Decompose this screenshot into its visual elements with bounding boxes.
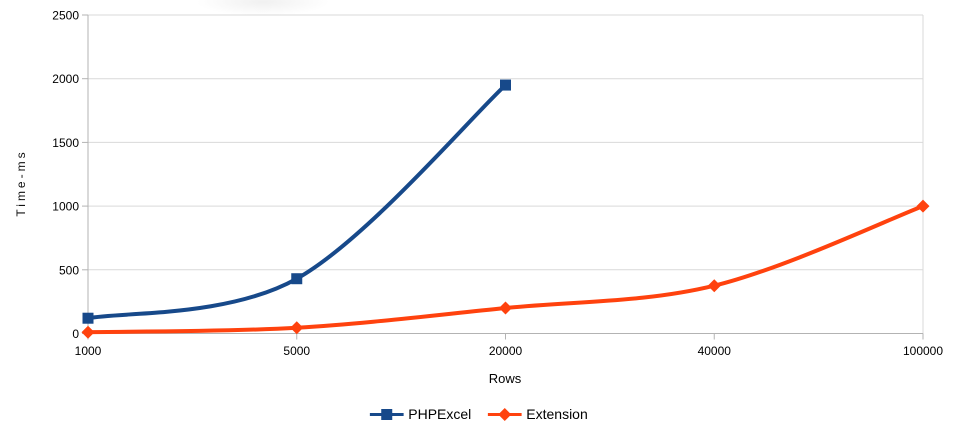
screenshot-smudge-artifact (196, 0, 330, 16)
data-point-marker-square (380, 408, 392, 420)
y-tick-label: 500 (59, 263, 79, 277)
data-point-marker-square (82, 312, 94, 324)
y-tick-label: 1000 (52, 200, 79, 214)
data-point-marker-square (291, 273, 303, 285)
x-tick-label: 40000 (698, 344, 732, 358)
legend-item-extension: Extension (487, 406, 588, 422)
legend-item-phpexcel: PHPExcel (369, 406, 471, 422)
legend-label: PHPExcel (408, 406, 472, 422)
data-point-marker-diamond (707, 279, 721, 293)
legend-swatch-diamond-icon (487, 407, 522, 421)
y-tick-label: 0 (72, 327, 79, 341)
y-tick-label: 1500 (52, 136, 79, 150)
data-point-marker-square (500, 79, 511, 91)
chart-legend: PHPExcel Extension (369, 406, 588, 422)
data-point-marker-diamond (497, 407, 511, 421)
x-axis-title: Rows (488, 371, 522, 386)
x-tick-label: 20000 (489, 344, 523, 358)
data-point-marker-diamond (916, 199, 930, 213)
x-tick-label: 5000 (283, 344, 310, 358)
y-axis-title: Time-ms (14, 149, 28, 217)
y-tick-label: 2500 (52, 9, 79, 23)
data-point-marker-diamond (81, 325, 95, 339)
data-point-marker-diamond (499, 301, 512, 315)
x-tick-label: 1000 (75, 344, 102, 358)
legend-swatch-square-icon (369, 408, 404, 420)
legend-label: Extension (526, 406, 588, 422)
y-tick-label: 2000 (52, 72, 79, 86)
data-point-marker-diamond (290, 321, 304, 335)
x-tick-label: 100000 (903, 344, 943, 358)
